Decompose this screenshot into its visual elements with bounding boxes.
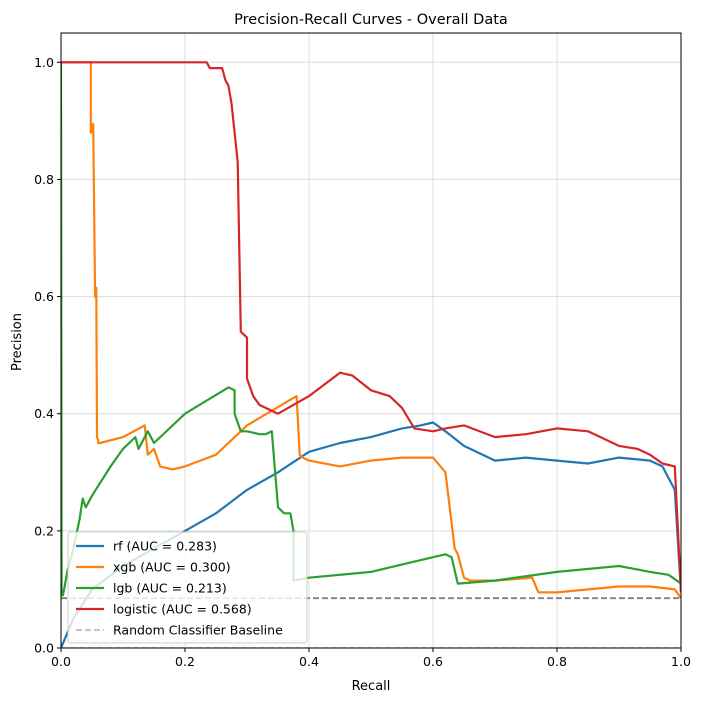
y-tick-label: 0.2 bbox=[34, 523, 54, 538]
y-axis-label: Precision bbox=[10, 313, 25, 371]
legend-label-lgb: lgb (AUC = 0.213) bbox=[113, 581, 227, 596]
legend-box bbox=[67, 531, 308, 644]
legend-label-xgb: xgb (AUC = 0.300) bbox=[113, 560, 231, 575]
legend-label-logistic: logistic (AUC = 0.568) bbox=[113, 602, 252, 617]
x-axis-label: Recall bbox=[352, 679, 391, 694]
y-tick-label: 0.0 bbox=[34, 641, 54, 656]
x-tick-label: 0.6 bbox=[423, 654, 443, 669]
y-tick-label: 1.0 bbox=[34, 55, 54, 70]
x-tick-label: 0.4 bbox=[299, 654, 319, 669]
legend-label-rf: rf (AUC = 0.283) bbox=[113, 539, 217, 554]
series-line-xgb bbox=[61, 61, 681, 599]
axis-ticks: 0.0 0.2 0.4 0.6 0.8 1.0 0.0 0.2 0.4 0.6 0.8 1.0 bbox=[34, 55, 691, 669]
x-tick-label: 0.8 bbox=[547, 654, 567, 669]
chart-title: Precision-Recall Curves - Overall Data bbox=[234, 12, 508, 28]
y-tick-label: 0.8 bbox=[34, 172, 54, 187]
x-tick-label: 0.0 bbox=[51, 654, 71, 669]
legend-label-random: Random Classifier Baseline bbox=[113, 623, 283, 638]
legend: rf (AUC = 0.283) xgb (AUC = 0.300) lgb (AU… bbox=[67, 531, 308, 644]
plot-frame bbox=[60, 32, 682, 649]
series-line-logistic bbox=[61, 61, 681, 593]
x-tick-label: 0.2 bbox=[175, 654, 195, 669]
x-tick-label: 1.0 bbox=[671, 654, 691, 669]
series-line-lgb bbox=[61, 62, 681, 597]
y-tick-label: 0.4 bbox=[34, 406, 54, 421]
y-tick-label: 0.6 bbox=[34, 289, 54, 304]
